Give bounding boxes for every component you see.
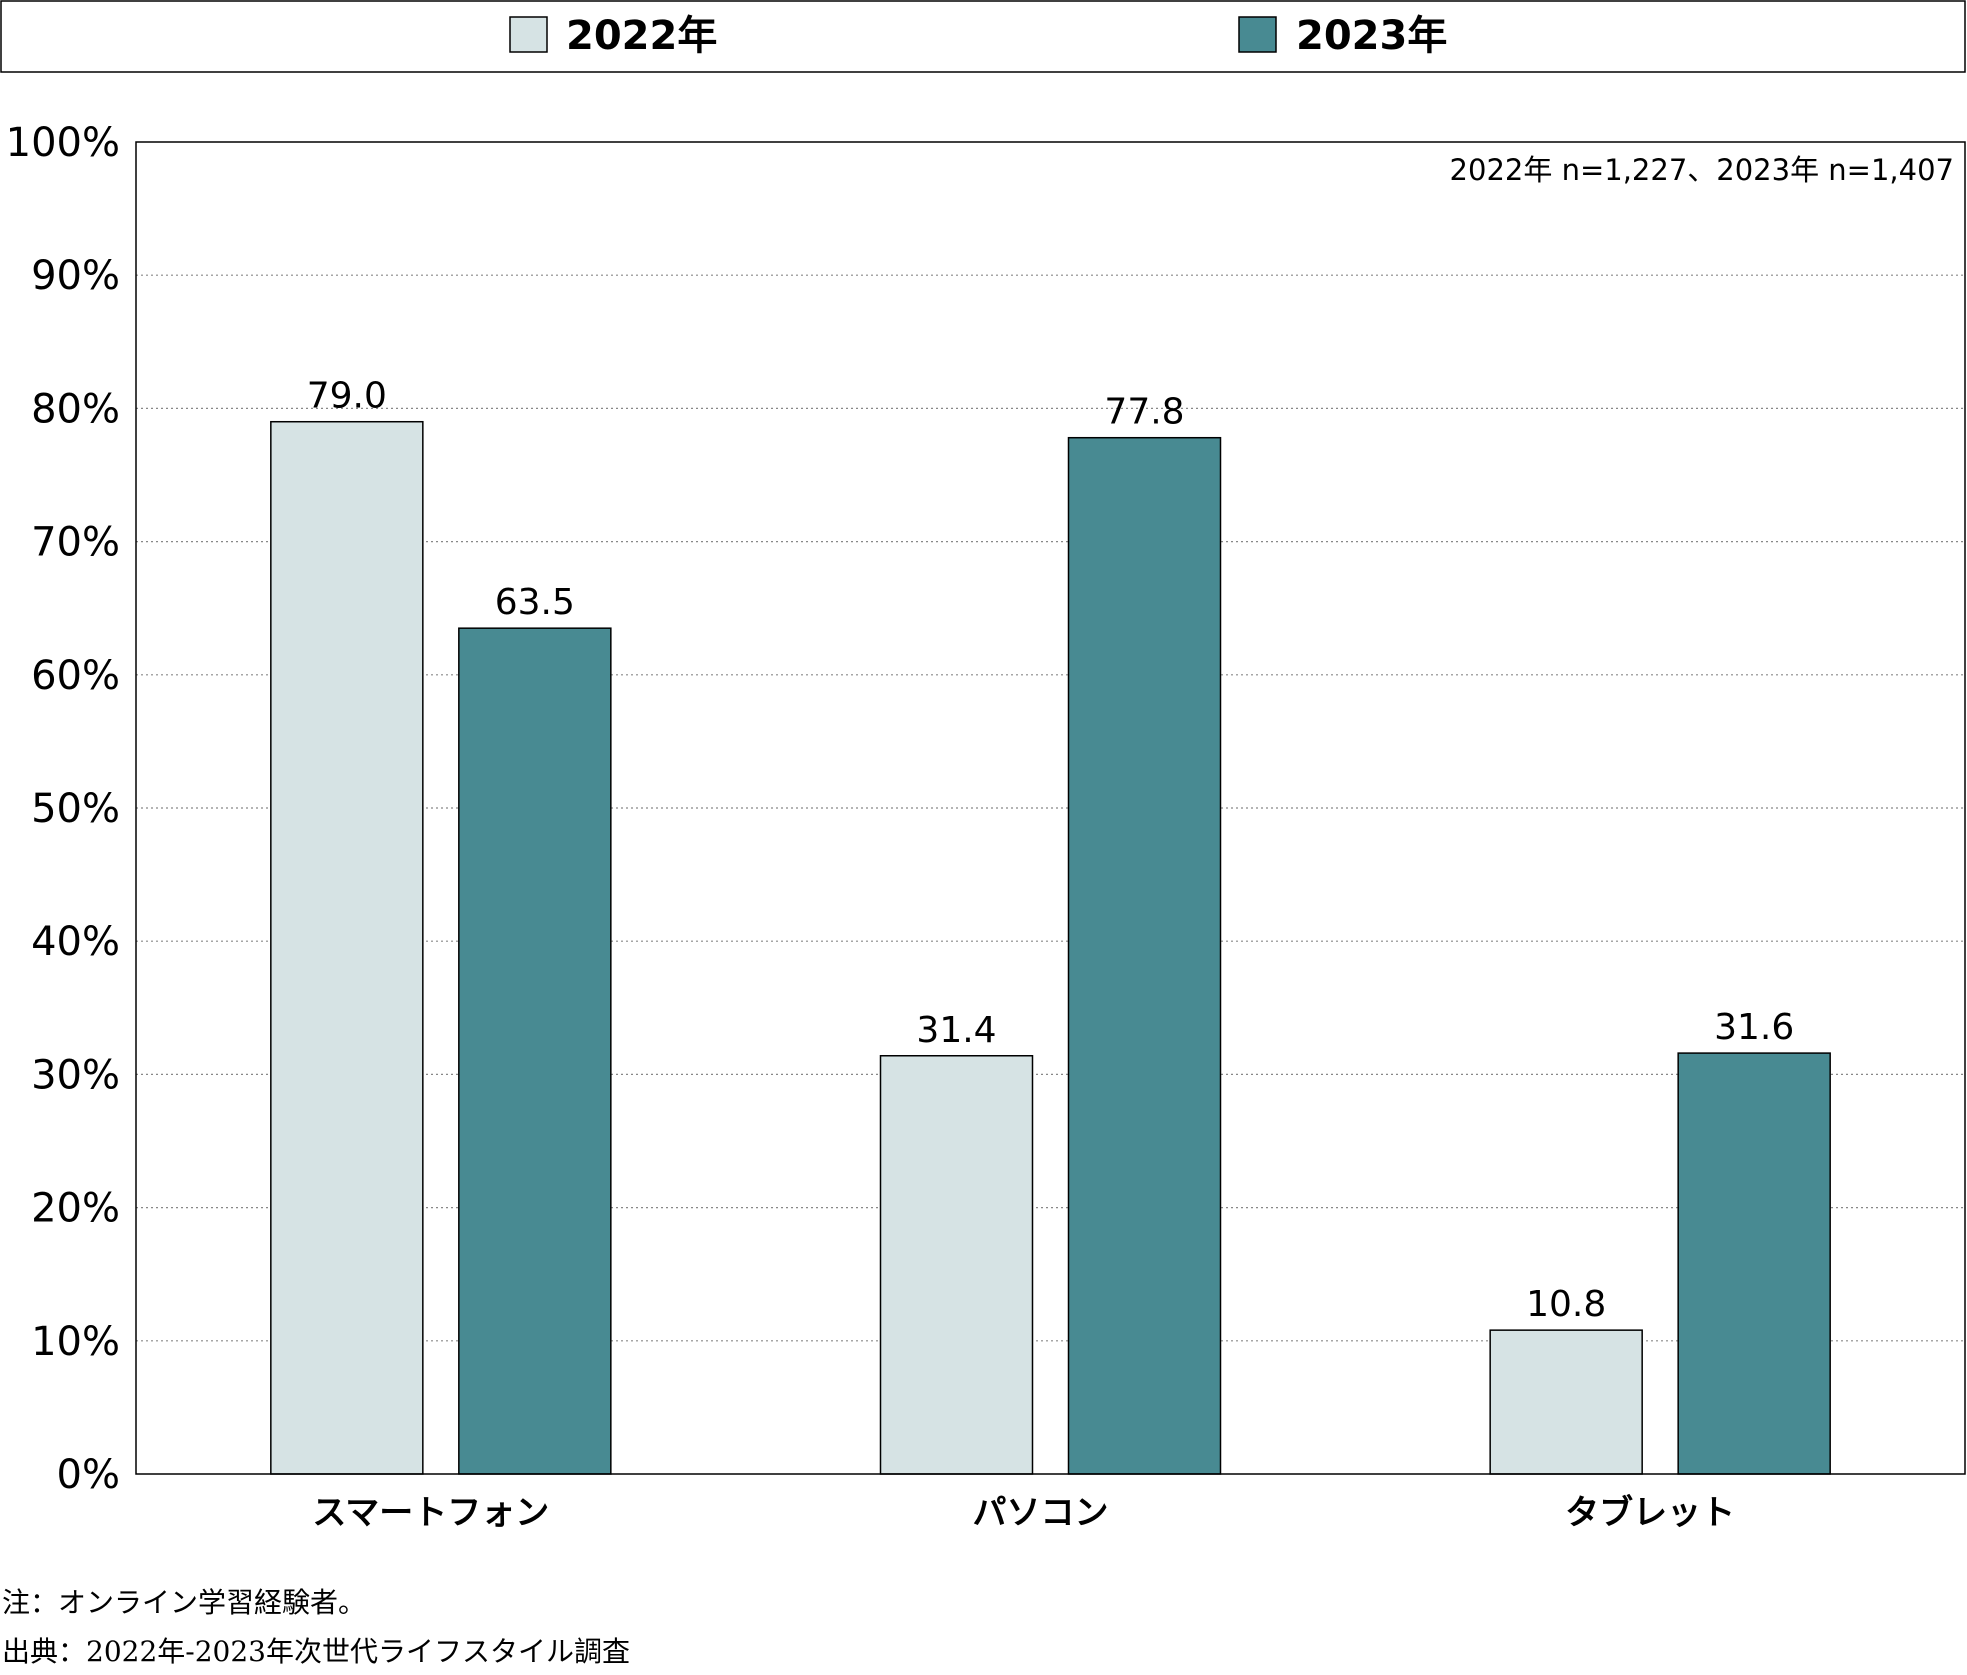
- bar: [270, 420, 424, 1475]
- value-label: 79.0: [307, 376, 387, 417]
- value-label: 31.6: [1714, 1007, 1794, 1048]
- bar: [1677, 1052, 1831, 1475]
- bars: [270, 420, 1831, 1475]
- x-axis-labels: スマートフォン パソコン タブレット: [312, 1493, 1735, 1533]
- y-tick-label: 80%: [31, 386, 120, 432]
- y-tick-label: 20%: [31, 1186, 120, 1232]
- y-tick-label: 70%: [31, 520, 120, 566]
- y-tick-label: 90%: [31, 253, 120, 299]
- y-tick-label: 30%: [31, 1052, 120, 1098]
- legend-swatch-2023: [1238, 16, 1277, 53]
- y-tick-label: 100%: [6, 120, 120, 166]
- bar: [879, 1055, 1034, 1475]
- y-tick-label: 40%: [31, 919, 120, 965]
- legend-label-2022: 2022年: [566, 13, 717, 59]
- y-tick-label: 50%: [31, 786, 120, 832]
- legend-swatch-2022: [509, 16, 548, 53]
- y-tick-label: 10%: [31, 1319, 120, 1365]
- value-label: 10.8: [1526, 1284, 1606, 1325]
- legend-frame: [0, 0, 1966, 73]
- footnote-note: 注：オンライン学習経験者。: [2, 1586, 367, 1619]
- category-label: スマートフォン: [312, 1493, 549, 1533]
- footnote-source: 出典：2022年-2023年次世代ライフスタイル調査: [2, 1635, 630, 1668]
- bar: [458, 627, 612, 1475]
- bar-chart: 2022年 2023年 0% 10% 20% 30% 40% 50% 60% 70% 80% 90…: [0, 0, 1966, 1533]
- category-label: タブレット: [1565, 1493, 1735, 1533]
- value-label: 63.5: [495, 582, 575, 623]
- legend: 2022年 2023年: [0, 0, 1966, 73]
- value-labels: 79.0 63.5 31.4 77.8 10.8 31.6: [307, 376, 1794, 1325]
- bar: [1489, 1329, 1643, 1475]
- y-tick-label: 60%: [31, 653, 120, 699]
- plot-frame: [135, 141, 1966, 1475]
- value-label: 77.8: [1104, 392, 1184, 433]
- category-label: パソコン: [973, 1493, 1109, 1533]
- y-tick-label: 0%: [57, 1452, 120, 1498]
- value-label: 31.4: [916, 1010, 996, 1051]
- legend-label-2023: 2023年: [1296, 13, 1447, 59]
- y-axis-ticks: 0% 10% 20% 30% 40% 50% 60% 70% 80% 90% 100%: [6, 120, 120, 1498]
- sample-size-note: 2022年 n=1,227、2023年 n=1,407: [1450, 153, 1954, 187]
- bar: [1067, 436, 1222, 1475]
